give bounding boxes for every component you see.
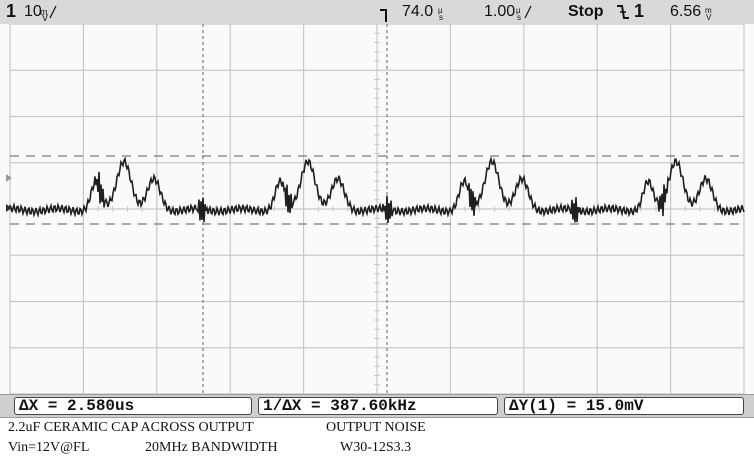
caption-model: W30-12S3.3 [340, 440, 412, 455]
microseconds-icon: µ s [438, 5, 450, 26]
status-bar: 1 10 m V 74.0 µ s 1.00 µ s Stop 1 [0, 0, 754, 25]
caption-title: OUTPUT NOISE [326, 420, 426, 435]
channel-ground-marker [6, 204, 12, 212]
svg-text:s: s [439, 13, 443, 21]
svg-text:µ: µ [516, 6, 521, 15]
waveform-display[interactable] [0, 24, 754, 394]
timebase-value[interactable]: 1.00 [484, 3, 516, 20]
svg-text:V: V [706, 13, 712, 21]
millivolts-icon: m V [705, 5, 717, 26]
measurement-bar: ΔX = 2.580us 1/ΔX = 387.60kHz ΔY(1) = 15… [0, 394, 754, 418]
time-delay-value[interactable]: 74.0 [402, 3, 434, 20]
trigger-position-marker-icon [378, 4, 394, 27]
svg-text:V: V [42, 13, 48, 21]
caption-bandwidth: 20MHz BANDWIDTH [145, 440, 278, 455]
channel-scale[interactable]: 10 [24, 3, 42, 20]
inverse-delta-x-readout[interactable]: 1/ΔX = 387.60kHz [258, 397, 498, 415]
svg-text:m: m [705, 6, 712, 15]
delta-y-readout[interactable]: ΔY(1) = 15.0mV [504, 397, 744, 415]
trigger-source[interactable]: 1 [634, 1, 645, 21]
run-state[interactable]: Stop [568, 3, 604, 20]
noise-waveform-trace [9, 156, 745, 223]
svg-text:µ: µ [438, 6, 443, 15]
trigger-level-marker [6, 174, 12, 182]
delta-x-readout[interactable]: ΔX = 2.580us [14, 397, 252, 415]
trigger-level[interactable]: 6.56 [670, 3, 702, 20]
falling-edge-icon[interactable] [616, 4, 630, 25]
caption-test-condition: 2.2uF CERAMIC CAP ACROSS OUTPUT [8, 420, 254, 435]
channel-number[interactable]: 1 [6, 1, 17, 21]
svg-text:m: m [40, 7, 48, 17]
scope-graticule[interactable] [0, 24, 754, 394]
microseconds-per-div-icon: µ s [516, 5, 536, 26]
mv-per-div-icon: m V [40, 5, 60, 26]
caption-input: Vin=12V@FL [8, 440, 90, 455]
svg-text:s: s [517, 13, 521, 21]
